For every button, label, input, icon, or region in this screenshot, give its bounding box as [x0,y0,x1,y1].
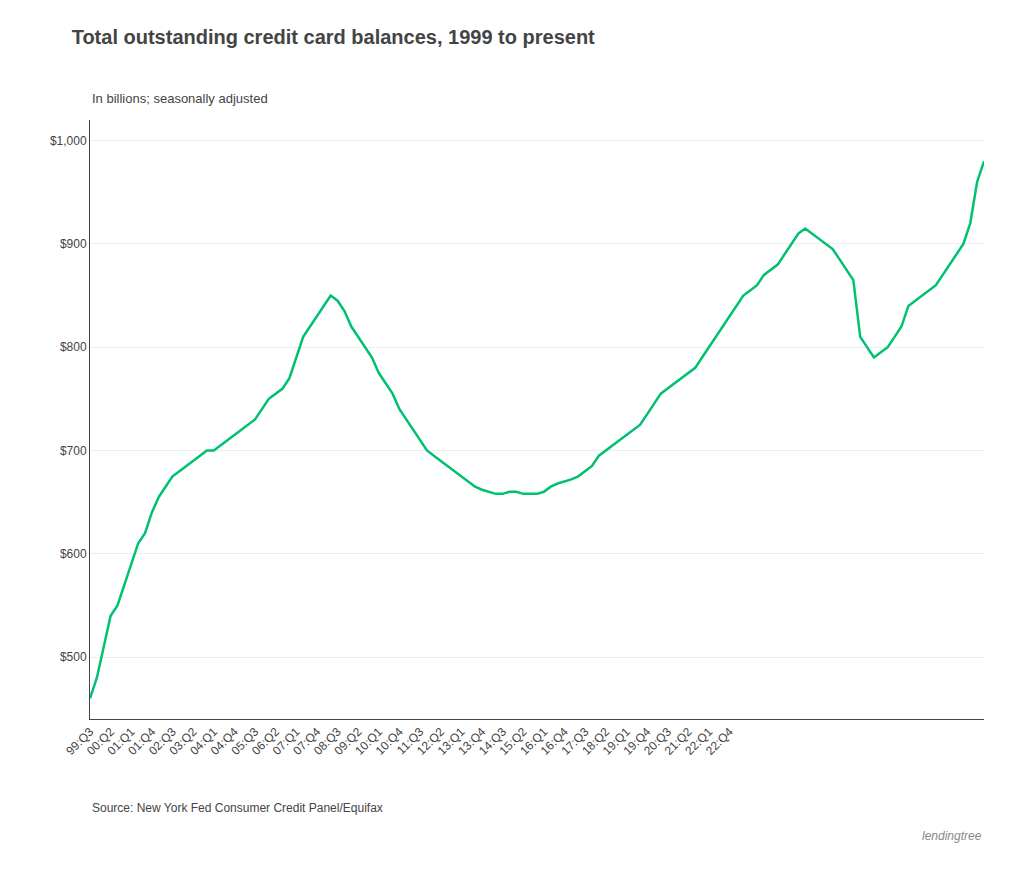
svg-text:18:Q2: 18:Q2 [579,725,612,758]
svg-text:11:Q3: 11:Q3 [394,725,427,758]
svg-text:$600: $600 [60,547,87,561]
svg-text:14:Q3: 14:Q3 [476,725,509,758]
svg-text:20:Q3: 20:Q3 [641,725,674,758]
svg-text:07:Q4: 07:Q4 [290,725,323,758]
svg-text:$700: $700 [60,444,87,458]
svg-text:07:Q1: 07:Q1 [270,725,303,758]
svg-text:17:Q3: 17:Q3 [558,725,591,758]
svg-text:16:Q1: 16:Q1 [517,725,550,758]
svg-text:00:Q2: 00:Q2 [84,725,117,758]
svg-text:04:Q4: 04:Q4 [208,725,241,758]
svg-text:21:Q2: 21:Q2 [662,725,695,758]
svg-text:lendingtree: lendingtree [922,829,982,843]
svg-text:04:Q1: 04:Q1 [187,725,220,758]
svg-text:03:Q2: 03:Q2 [166,725,199,758]
svg-text:01:Q4: 01:Q4 [125,725,158,758]
svg-text:10:Q4: 10:Q4 [373,725,406,758]
svg-text:05:Q3: 05:Q3 [228,725,261,758]
svg-text:$1,000: $1,000 [50,134,87,148]
svg-text:19:Q4: 19:Q4 [620,725,653,758]
svg-text:15:Q2: 15:Q2 [497,725,530,758]
svg-text:16:Q4: 16:Q4 [538,725,571,758]
svg-text:$500: $500 [60,650,87,664]
svg-text:19:Q1: 19:Q1 [600,725,633,758]
svg-text:10:Q1: 10:Q1 [352,725,385,758]
svg-text:01:Q1: 01:Q1 [105,725,138,758]
svg-text:22:Q4: 22:Q4 [703,725,736,758]
svg-text:02:Q3: 02:Q3 [146,725,179,758]
svg-text:22:Q1: 22:Q1 [682,725,715,758]
svg-text:09:Q2: 09:Q2 [332,725,365,758]
svg-text:Total outstanding credit card: Total outstanding credit card balances, … [72,26,595,48]
svg-text:$900: $900 [60,237,87,251]
svg-text:Source: New York Fed Consumer: Source: New York Fed Consumer Credit Pan… [92,801,383,815]
svg-text:In billions; seasonally adjust: In billions; seasonally adjusted [92,91,268,106]
svg-text:08:Q3: 08:Q3 [311,725,344,758]
svg-text:$800: $800 [60,340,87,354]
svg-text:12:Q2: 12:Q2 [414,725,447,758]
svg-text:99:Q3: 99:Q3 [63,725,96,758]
svg-text:13:Q4: 13:Q4 [455,725,488,758]
svg-text:13:Q1: 13:Q1 [435,725,468,758]
svg-text:06:Q2: 06:Q2 [249,725,282,758]
